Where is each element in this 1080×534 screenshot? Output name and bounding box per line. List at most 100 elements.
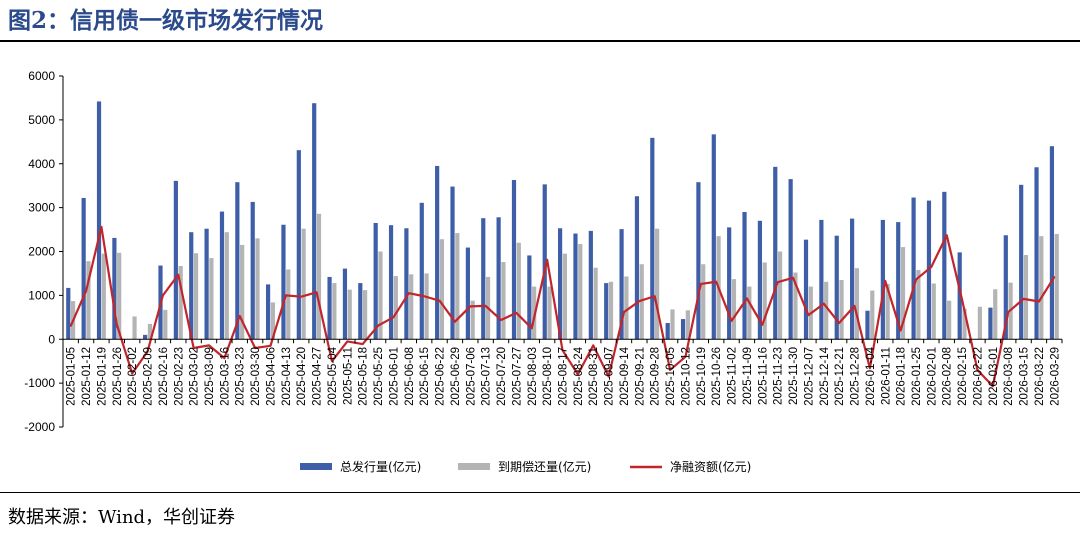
net-financing-point [238, 315, 241, 317]
net-financing-point [208, 344, 210, 347]
net-financing-point [577, 373, 579, 376]
bar-total-issuance [189, 232, 194, 340]
x-tick-label: 2025-04-20 [296, 347, 308, 406]
bar-maturity [347, 289, 352, 340]
bar-total-issuance [250, 201, 255, 340]
bar-maturity [947, 300, 952, 340]
x-tick-label: 2025-01-26 [112, 347, 124, 406]
bar-total-issuance [96, 101, 102, 340]
y-tick-label: 1000 [28, 288, 55, 302]
bar-maturity [931, 283, 936, 340]
bar-total-issuance [496, 217, 501, 340]
y-tick-label: 5000 [28, 113, 55, 127]
legend-item: 到期偿还量(亿元) [458, 459, 591, 474]
net-financing-point [392, 316, 395, 319]
bar-maturity [1039, 236, 1044, 340]
net-financing-point [408, 292, 410, 294]
x-tick-label: 2025-06-15 [419, 347, 431, 406]
bar-maturity [608, 281, 614, 340]
bar-total-issuance [204, 228, 209, 340]
bar-maturity [516, 242, 521, 340]
bar-total-issuance [650, 137, 655, 340]
x-tick-label: 2025-03-09 [204, 347, 216, 406]
x-tick-label: 2025-09-07 [604, 347, 616, 406]
bar-total-issuance [1034, 167, 1039, 340]
bar-total-issuance [527, 255, 532, 340]
legend-item: 净融资额(亿元) [630, 459, 751, 474]
bar-series [66, 101, 1059, 340]
bar-total-issuance [757, 220, 762, 340]
x-tick-label: 2025-04-27 [312, 347, 324, 406]
x-tick-label: 2026-03-15 [1019, 347, 1031, 406]
bar-total-issuance [312, 103, 317, 340]
source-note: 数据来源：Wind，华创证券 [8, 507, 236, 528]
bar-maturity [501, 262, 506, 340]
bar-total-issuance [465, 247, 470, 340]
bar-total-issuance [265, 284, 271, 340]
bar-maturity [793, 272, 798, 340]
x-tick-label: 2025-11-30 [788, 347, 800, 405]
legend-label: 总发行量(亿元) [340, 459, 421, 474]
x-tick-label: 2025-06-08 [404, 347, 416, 406]
bar-maturity [824, 281, 829, 340]
x-tick-label: 2025-06-29 [450, 347, 462, 406]
bar-total-issuance [542, 184, 547, 340]
x-axis: 2025-01-05 2025-01-12 2025-01-19 2025-01-26… [62, 338, 1063, 406]
x-tick-label: 2025-01-05 [66, 347, 78, 406]
bar-maturity [240, 244, 245, 340]
bottom-rule [0, 492, 1080, 493]
x-tick-label: 2025-08-10 [542, 347, 554, 406]
bar-maturity [624, 276, 629, 340]
net-financing-point [669, 369, 671, 371]
bar-total-issuance [435, 165, 440, 340]
net-financing-point [315, 291, 318, 294]
bar-maturity [255, 238, 260, 340]
bar-total-issuance [450, 186, 455, 340]
net-financing-point [761, 323, 764, 326]
x-tick-label: 2025-07-27 [511, 347, 523, 406]
x-tick-label: 2025-02-23 [173, 347, 185, 406]
x-tick-label: 2025-03-02 [189, 347, 201, 406]
top-rule [0, 40, 1080, 42]
net-financing-point [684, 356, 687, 358]
bar-maturity [777, 251, 783, 340]
bar-total-issuance [296, 150, 301, 340]
net-financing-point [915, 278, 917, 281]
net-financing-point [500, 319, 502, 321]
net-financing-point [592, 344, 595, 347]
x-tick-label: 2025-05-18 [358, 347, 370, 406]
net-financing-point [377, 324, 379, 327]
bar-total-issuance [327, 276, 332, 340]
bar-maturity [101, 253, 106, 340]
net-financing-point [162, 294, 164, 297]
bar-total-issuance [727, 227, 732, 340]
bar-maturity [1023, 255, 1029, 340]
bar-total-issuance [865, 310, 870, 340]
net-financing-point [992, 385, 994, 387]
legend-swatch [458, 463, 490, 470]
x-tick-label: 2025-12-28 [850, 347, 862, 406]
net-financing-point [146, 350, 149, 353]
bar-total-issuance [911, 197, 916, 340]
bar-total-issuance [419, 202, 424, 340]
x-tick-label: 2025-07-13 [481, 347, 493, 406]
net-financing-point [853, 305, 856, 307]
y-tick-label: 4000 [28, 157, 55, 171]
x-tick-label: 2025-08-24 [573, 346, 585, 405]
net-financing-point [1038, 300, 1040, 303]
net-financing-point [438, 299, 441, 302]
x-tick-label: 2025-09-28 [650, 347, 662, 406]
bar-total-issuance [1019, 184, 1024, 340]
x-tick-label: 2025-11-16 [757, 347, 769, 405]
bar-total-issuance [819, 219, 824, 340]
bar-total-issuance [634, 196, 640, 340]
bar-total-issuance [711, 134, 716, 340]
bar-total-issuance [696, 182, 701, 340]
x-tick-label: 2026-01-18 [896, 347, 908, 406]
bar-maturity [163, 309, 168, 340]
bar-total-issuance [558, 228, 563, 340]
bar-total-issuance [81, 197, 86, 340]
bar-total-issuance [619, 229, 624, 340]
x-tick-label: 2025-05-25 [373, 347, 385, 406]
x-tick-label: 2025-02-02 [127, 347, 139, 406]
